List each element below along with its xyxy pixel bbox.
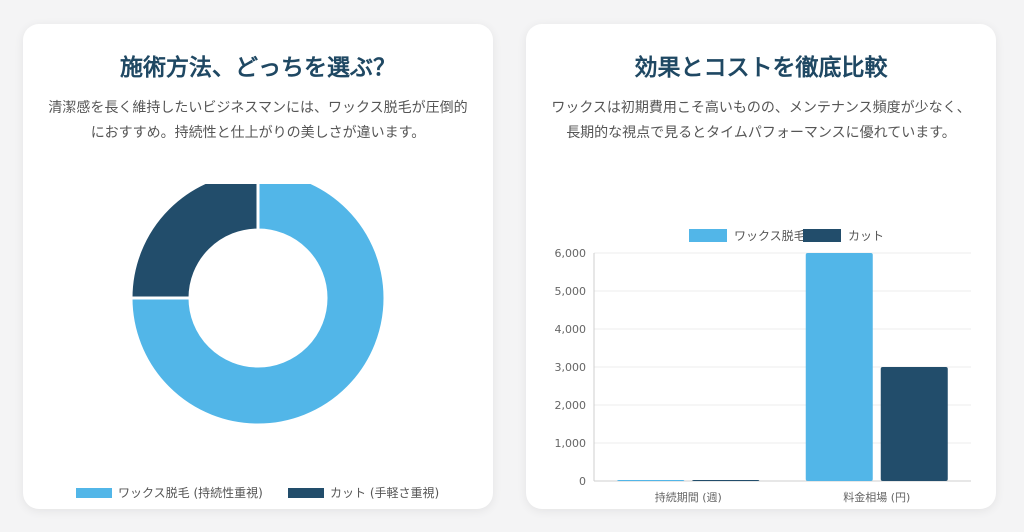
legend-swatch: [76, 488, 112, 498]
method-card-title: 施術方法、どっちを選ぶ？: [120, 55, 396, 81]
y-tick-label: 0: [579, 475, 586, 488]
y-tick-label: 5,000: [555, 285, 587, 298]
doughnut-slice: [129, 184, 260, 300]
y-tick-label: 3,000: [555, 361, 587, 374]
bar: [692, 480, 760, 481]
doughnut-slice: [129, 184, 387, 427]
x-tick-label: 料金相場 (円): [843, 490, 910, 504]
legend-label: ワックス脱毛: [734, 228, 806, 243]
x-tick-label: 持続期間 (週): [655, 490, 722, 504]
legend-swatch: [803, 229, 841, 242]
legend-label: カット: [848, 229, 884, 243]
legend-item: カット: [803, 229, 884, 243]
y-tick-label: 4,000: [555, 323, 587, 336]
y-tick-label: 6,000: [555, 247, 587, 260]
bar: [880, 367, 948, 481]
comparison-card-description: ワックスは初期費用こそ高いものの、メンテナンス頻度が少なく、長期的な視点で見ると…: [551, 100, 971, 141]
legend-label: ワックス脱毛 (持続性重視): [118, 485, 263, 500]
method-card: 施術方法、どっちを選ぶ？ 清潔感を長く維持したいビジネスマンには、ワックス脱毛が…: [23, 24, 493, 509]
method-card-description: 清潔感を長く維持したいビジネスマンには、ワックス脱毛が圧倒的におすすめ。持続性と…: [48, 100, 468, 141]
legend-item: ワックス脱毛 (持続性重視): [76, 485, 263, 500]
bar: [805, 253, 873, 481]
comparison-card-title: 効果とコストを徹底比較: [634, 55, 888, 81]
legend-item: カット (手軽さ重視): [288, 485, 439, 500]
legend-swatch: [288, 488, 324, 498]
legend-swatch: [689, 229, 727, 242]
doughnut-chart: ワックス脱毛 (持続性重視) カット (手軽さ重視): [76, 184, 439, 500]
y-tick-label: 2,000: [555, 399, 587, 412]
comparison-card: 効果とコストを徹底比較 ワックスは初期費用こそ高いものの、メンテナンス頻度が少な…: [526, 24, 996, 509]
bar: [617, 480, 685, 481]
legend-label: カット (手軽さ重視): [330, 485, 439, 500]
legend-item: ワックス脱毛: [689, 228, 806, 243]
y-tick-label: 1,000: [555, 437, 587, 450]
bar-chart: 0 1,000 2,000 3,000 4,000 5,000 6,000 持続期間 (週) 料…: [555, 228, 971, 504]
